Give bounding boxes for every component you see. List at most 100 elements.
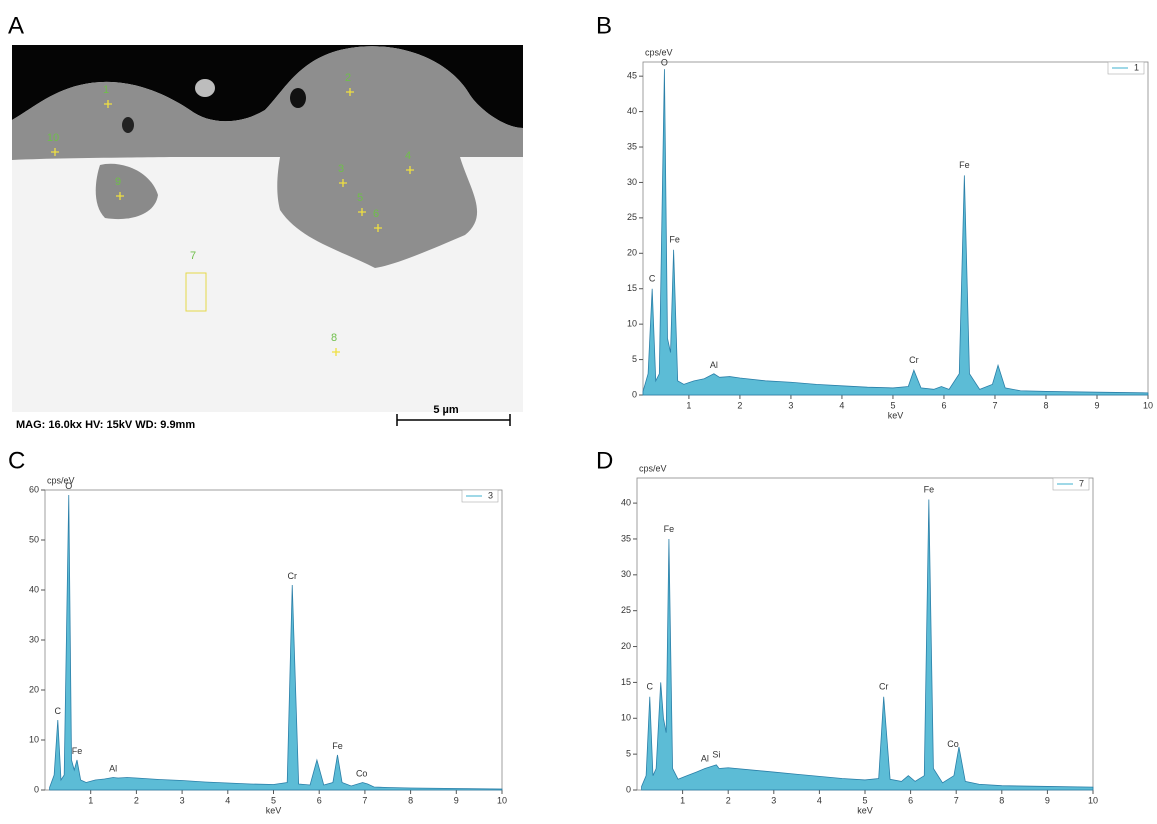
peak-label: Co bbox=[356, 768, 368, 778]
peak-label: C bbox=[647, 682, 654, 692]
x-axis-label: keV bbox=[266, 805, 282, 815]
x-tick-label: 3 bbox=[180, 795, 185, 805]
pore bbox=[122, 117, 134, 133]
sem-info: MAG: 16.0kx HV: 15kV WD: 9.9mm bbox=[16, 419, 195, 431]
point-marker bbox=[51, 148, 59, 156]
oxide bbox=[12, 46, 523, 269]
scale-label: 5 µm bbox=[433, 404, 459, 416]
legend-label: 7 bbox=[1079, 478, 1084, 488]
x-tick-label: 3 bbox=[788, 400, 793, 410]
peak-label: Fe bbox=[664, 524, 675, 534]
point-marker bbox=[339, 179, 347, 187]
legend-label: 1 bbox=[1134, 62, 1139, 72]
point-label: 4 bbox=[405, 150, 411, 162]
x-tick-label: 6 bbox=[908, 795, 913, 805]
y-tick-label: 35 bbox=[627, 141, 637, 151]
y-tick-label: 30 bbox=[29, 634, 39, 644]
y-tick-label: 50 bbox=[29, 534, 39, 544]
x-tick-label: 10 bbox=[497, 795, 507, 805]
peak-label: C bbox=[55, 706, 62, 716]
y-tick-label: 20 bbox=[627, 248, 637, 258]
y-tick-label: 40 bbox=[621, 497, 631, 507]
plot-frame bbox=[642, 61, 1149, 396]
point-label: 1 bbox=[103, 84, 109, 96]
point-label: 5 bbox=[357, 192, 363, 204]
peak-label: Fe bbox=[959, 160, 970, 170]
x-tick-label: 8 bbox=[1043, 400, 1048, 410]
x-tick-label: 5 bbox=[890, 400, 895, 410]
x-tick-label: 10 bbox=[1088, 795, 1098, 805]
y-tick-label: 60 bbox=[29, 484, 39, 494]
x-tick-label: 4 bbox=[225, 795, 230, 805]
point-label: 6 bbox=[373, 208, 379, 220]
y-tick-label: 45 bbox=[627, 71, 637, 81]
y-tick-label: 40 bbox=[627, 106, 637, 116]
x-tick-label: 2 bbox=[134, 795, 139, 805]
panel-letter: B bbox=[596, 12, 612, 39]
point-marker bbox=[406, 166, 414, 174]
x-tick-label: 4 bbox=[817, 795, 822, 805]
peak-label: O bbox=[661, 57, 668, 67]
x-tick-label: 9 bbox=[1094, 400, 1099, 410]
peak-label: Fe bbox=[669, 235, 680, 245]
x-tick-label: 7 bbox=[954, 795, 959, 805]
x-axis-label: keV bbox=[857, 805, 873, 815]
plot-frame bbox=[636, 477, 1094, 791]
plot-frame bbox=[44, 489, 503, 791]
peak-label: Al bbox=[109, 763, 117, 773]
point-marker bbox=[332, 348, 340, 356]
x-tick-label: 1 bbox=[686, 400, 691, 410]
point-marker bbox=[346, 88, 354, 96]
x-tick-label: 7 bbox=[362, 795, 367, 805]
y-tick-label: 0 bbox=[34, 784, 39, 794]
point-label: 2 bbox=[345, 72, 351, 84]
peak-label: Al bbox=[701, 753, 709, 763]
x-tick-label: 8 bbox=[999, 795, 1004, 805]
peak-label: Fe bbox=[332, 741, 343, 751]
x-tick-label: 1 bbox=[88, 795, 93, 805]
info-bar bbox=[12, 412, 523, 434]
x-tick-label: 6 bbox=[941, 400, 946, 410]
y-tick-label: 5 bbox=[626, 749, 631, 759]
pore bbox=[290, 88, 306, 108]
y-tick-label: 0 bbox=[626, 784, 631, 794]
point-marker bbox=[358, 208, 366, 216]
y-tick-label: 10 bbox=[621, 713, 631, 723]
point-label: 7 bbox=[190, 250, 196, 262]
point-label: 10 bbox=[47, 132, 59, 144]
spectrum bbox=[641, 499, 1094, 791]
point-marker bbox=[116, 192, 124, 200]
sem-image: MAG: 16.0kx HV: 15kV WD: 9.9mm 5 µm bbox=[12, 45, 523, 434]
x-tick-label: 5 bbox=[271, 795, 276, 805]
y-axis-label: cps/eV bbox=[645, 47, 673, 57]
x-tick-label: 4 bbox=[839, 400, 844, 410]
legend-label: 3 bbox=[488, 490, 493, 500]
peak-label: Fe bbox=[72, 746, 83, 756]
peak-label: Si bbox=[712, 750, 720, 760]
y-tick-label: 30 bbox=[621, 569, 631, 579]
x-tick-label: 3 bbox=[771, 795, 776, 805]
peak-label: Cr bbox=[909, 355, 919, 365]
y-tick-label: 10 bbox=[627, 319, 637, 329]
y-tick-label: 25 bbox=[621, 605, 631, 615]
peak-label: O bbox=[65, 481, 72, 491]
panel-letter: C bbox=[8, 447, 25, 474]
area-marker bbox=[185, 272, 207, 312]
y-axis-label: cps/eV bbox=[47, 475, 75, 485]
x-axis-label: keV bbox=[888, 410, 904, 420]
point-label: 9 bbox=[115, 176, 121, 188]
y-tick-label: 20 bbox=[29, 684, 39, 694]
point-marker bbox=[374, 224, 382, 232]
y-tick-label: 0 bbox=[632, 389, 637, 399]
spectrum bbox=[642, 69, 1149, 396]
peak-label: Cr bbox=[287, 571, 297, 581]
y-tick-label: 30 bbox=[627, 177, 637, 187]
x-tick-label: 8 bbox=[408, 795, 413, 805]
panel-letter: A bbox=[8, 12, 24, 39]
peak-label: C bbox=[649, 274, 656, 284]
background bbox=[12, 45, 523, 128]
y-tick-label: 40 bbox=[29, 584, 39, 594]
x-tick-label: 6 bbox=[317, 795, 322, 805]
x-tick-label: 10 bbox=[1143, 400, 1153, 410]
